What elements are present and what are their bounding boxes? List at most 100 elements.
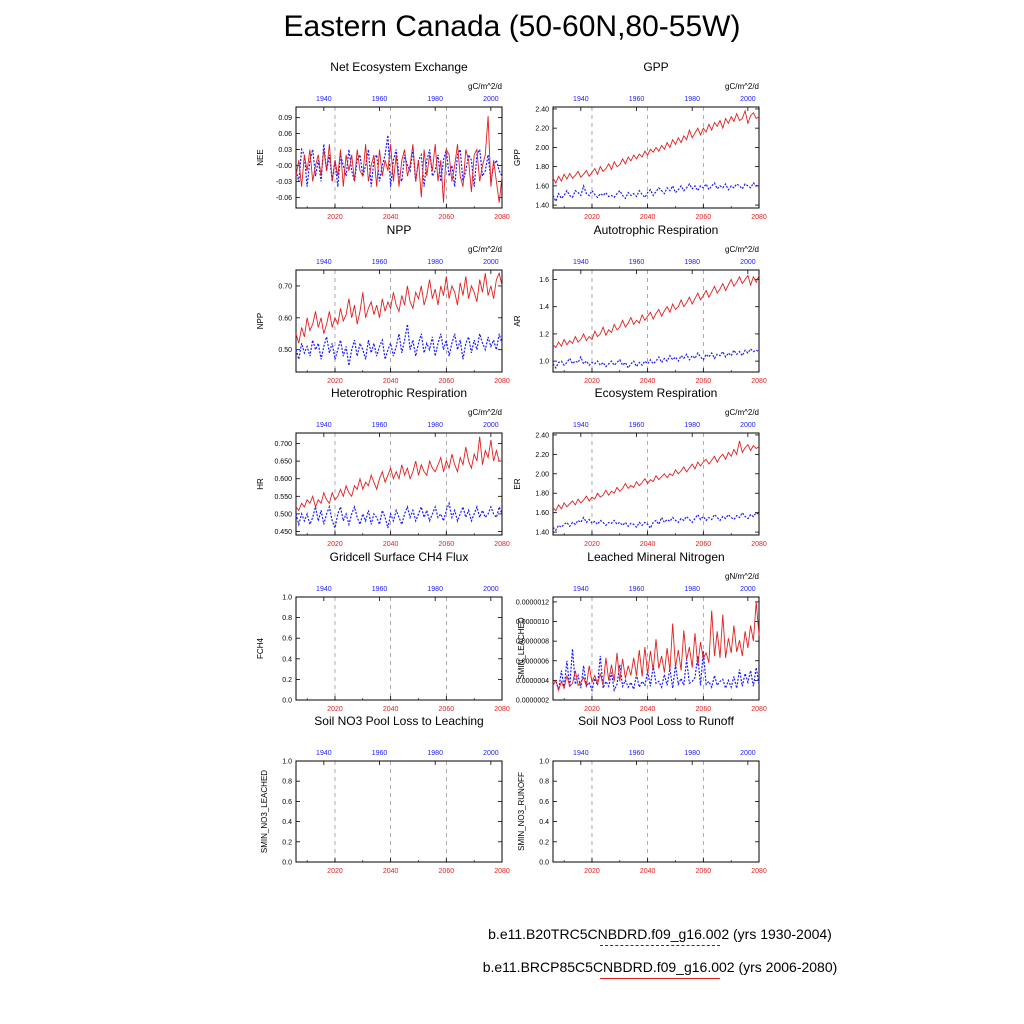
x-tick-label-future: 2060: [439, 541, 455, 548]
units-label: gC/m^2/d: [725, 82, 759, 91]
plot-frame: [552, 432, 760, 536]
x-tick-label-future: 2040: [640, 868, 656, 875]
y-tick-label: 0.8: [282, 615, 292, 622]
x-tick-label-future: 2020: [327, 214, 343, 221]
series-line-future: [295, 436, 502, 512]
y-tick-label: 0.0000006: [516, 658, 549, 665]
y-axis-label: GPP: [513, 149, 522, 166]
y-tick-label: 0.4: [282, 656, 292, 663]
plot-frame: [295, 432, 503, 536]
panel-title: NPP: [387, 223, 412, 237]
panel-title: Soil NO3 Pool Loss to Leaching: [314, 714, 483, 728]
y-axis-label: FCH4: [256, 638, 265, 659]
panel-title: Heterotrophic Respiration: [331, 386, 467, 400]
series-line-future: [552, 440, 760, 512]
x-tick-label-future: 2040: [383, 214, 399, 221]
x-tick-label-hist: 1960: [629, 96, 645, 103]
y-tick-label: 1.40: [535, 530, 549, 537]
panel-title: Ecosystem Respiration: [595, 386, 718, 400]
y-tick-label: 1.0: [539, 359, 549, 366]
y-tick-label: 0.0000012: [516, 599, 549, 606]
y-axis-label: SMIN_NO3_RUNOFF: [517, 772, 526, 851]
panel-title: Gridcell Surface CH4 Flux: [330, 550, 469, 564]
x-tick-label-hist: 1960: [372, 586, 388, 593]
legend-hist-swatch: [600, 945, 720, 946]
x-tick-label-hist: 1980: [427, 586, 443, 593]
units-label: gC/m^2/d: [468, 245, 502, 254]
legend-hist-label: b.e11.B20TRC5CNBDRD.f09_g16.002 (yrs 193…: [488, 926, 832, 942]
x-tick-label-future: 2060: [439, 214, 455, 221]
x-tick-label-hist: 1960: [629, 586, 645, 593]
plot-frame: [552, 106, 760, 209]
series-line-future: [552, 601, 760, 692]
y-tick-label: 2.40: [535, 106, 549, 113]
x-tick-label-future: 2060: [696, 541, 712, 548]
x-tick-label-hist: 1980: [427, 96, 443, 103]
panel-title: Net Ecosystem Exchange: [330, 60, 468, 74]
y-axis-label: AR: [513, 315, 522, 326]
legend: b.e11.B20TRC5CNBDRD.f09_g16.002 (yrs 193…: [450, 925, 870, 991]
y-axis-label: NPP: [256, 313, 265, 329]
y-tick-label: 0.2: [539, 839, 549, 846]
y-tick-label: 0.4: [539, 819, 549, 826]
y-tick-label: 1.80: [535, 164, 549, 171]
y-tick-label: 1.4: [539, 304, 549, 311]
y-tick-label: 0.09: [278, 115, 292, 122]
x-tick-label-hist: 2000: [483, 586, 499, 593]
y-tick-label: 0.550: [274, 494, 292, 501]
units-label: gC/m^2/d: [468, 408, 502, 417]
y-tick-label: 0.8: [282, 779, 292, 786]
x-tick-label-future: 2060: [696, 214, 712, 221]
x-tick-label-hist: 2000: [740, 259, 756, 266]
y-tick-label: 0.700: [274, 441, 292, 448]
x-tick-label-future: 2080: [494, 378, 510, 385]
legend-future-label: b.e11.BRCP85C5CNBDRD.f09_g16.002 (yrs 20…: [482, 959, 838, 975]
units-label: gN/m^2/d: [725, 572, 759, 581]
x-tick-label-future: 2080: [751, 541, 767, 548]
x-tick-label-hist: 1980: [427, 259, 443, 266]
y-tick-label: -0.00: [276, 163, 292, 170]
panel-title: Autotrophic Respiration: [594, 223, 719, 237]
x-tick-label-future: 2020: [327, 541, 343, 548]
y-tick-label: 0.2: [282, 677, 292, 684]
figure-title: Eastern Canada (50-60N,80-55W): [283, 10, 741, 43]
x-tick-label-hist: 2000: [483, 96, 499, 103]
plot-frame: [552, 269, 760, 373]
series-line-hist: [552, 511, 760, 532]
x-tick-label-hist: 1980: [427, 422, 443, 429]
y-tick-label: 0.06: [278, 131, 292, 138]
x-tick-label-future: 2040: [383, 868, 399, 875]
x-tick-label-future: 2040: [383, 541, 399, 548]
y-tick-label: 0.0: [282, 860, 292, 867]
x-tick-label-future: 2060: [439, 706, 455, 713]
x-tick-label-hist: 1940: [573, 259, 589, 266]
units-label: gC/m^2/d: [725, 408, 759, 417]
x-tick-label-future: 2020: [327, 378, 343, 385]
series-line-hist: [552, 181, 760, 203]
x-tick-label-hist: 1940: [316, 96, 332, 103]
x-tick-label-future: 2040: [640, 541, 656, 548]
panel-title: Soil NO3 Pool Loss to Runoff: [578, 714, 735, 728]
x-tick-label-hist: 1940: [573, 586, 589, 593]
x-tick-label-future: 2080: [751, 706, 767, 713]
y-tick-label: 1.80: [535, 491, 549, 498]
y-tick-label: 0.0: [539, 860, 549, 867]
x-tick-label-future: 2080: [494, 541, 510, 548]
plot-frame: [552, 760, 760, 863]
y-axis-label: HR: [256, 478, 265, 490]
y-tick-label: 1.2: [539, 331, 549, 338]
y-tick-label: 2.20: [535, 452, 549, 459]
y-tick-label: 0.0000010: [516, 619, 549, 626]
x-tick-label-hist: 2000: [740, 96, 756, 103]
y-tick-label: 0.0: [282, 698, 292, 705]
x-tick-label-future: 2020: [327, 706, 343, 713]
x-tick-label-hist: 1940: [316, 259, 332, 266]
y-tick-label: 0.0000002: [516, 698, 549, 705]
x-tick-label-hist: 2000: [483, 750, 499, 757]
series-line-hist: [552, 347, 760, 370]
y-tick-label: 1.0: [539, 759, 549, 766]
x-tick-label-hist: 2000: [483, 259, 499, 266]
series-line-hist: [295, 135, 503, 187]
panel-title: GPP: [643, 60, 668, 74]
y-tick-label: -0.03: [276, 179, 292, 186]
